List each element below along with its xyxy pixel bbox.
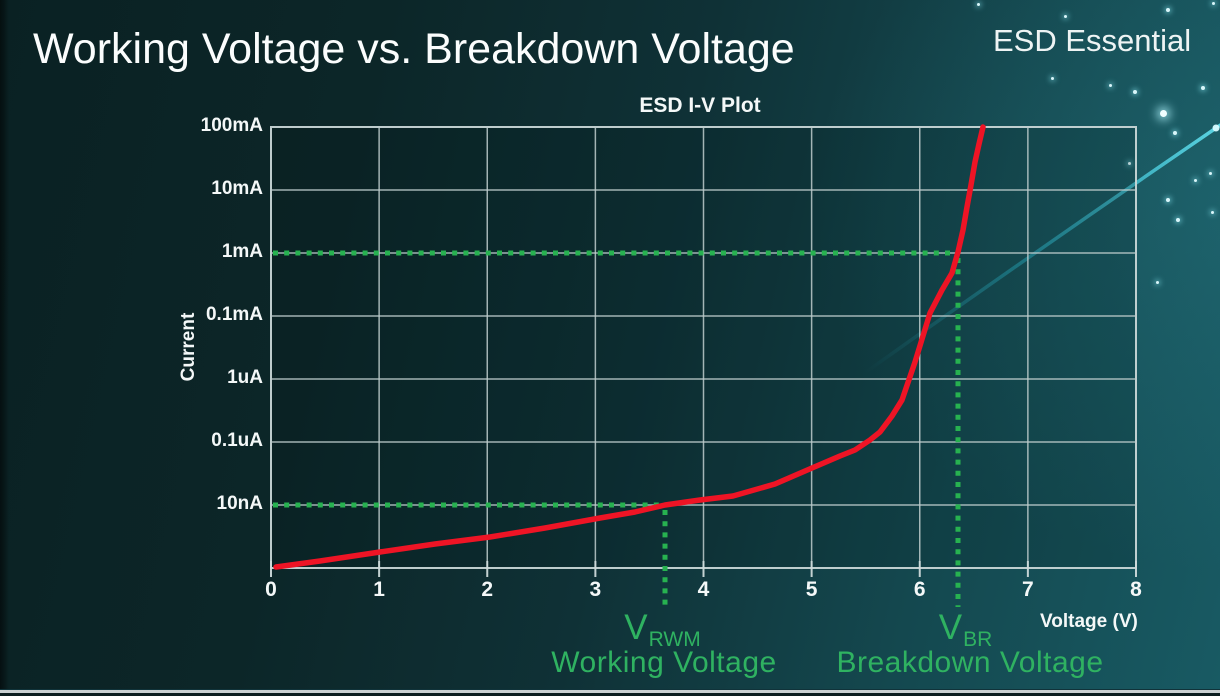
star-decor-icon	[1050, 76, 1054, 80]
vbr-subscript: BR	[963, 628, 993, 651]
y-tick-label: 10nA	[216, 493, 263, 514]
star-decor-icon	[1173, 131, 1177, 135]
vbr-symbol: V	[938, 608, 963, 647]
breakdown-voltage-caption: Breakdown Voltage	[836, 646, 1104, 679]
star-decor-icon	[1166, 198, 1170, 202]
star-decor-icon	[976, 2, 980, 6]
working-voltage-caption: Working Voltage	[551, 646, 777, 679]
swoosh-glow-dot-icon	[1212, 124, 1220, 132]
y-tick-label: 100mA	[200, 115, 263, 136]
star-decor-icon	[1210, 210, 1214, 214]
star-decor-icon	[1176, 218, 1180, 222]
star-decor-icon	[1127, 161, 1131, 165]
x-tick-label: 8	[1130, 578, 1142, 601]
vrwm-label: VRWM	[597, 608, 727, 651]
swoosh-line-icon	[864, 123, 1220, 374]
x-axis-title: Voltage (V)	[1040, 611, 1138, 632]
x-tick-label: 4	[697, 578, 710, 601]
star-decor-icon	[1133, 90, 1137, 94]
vrwm-symbol: V	[624, 608, 648, 647]
page-title: Working Voltage vs. Breakdown Voltage	[33, 25, 795, 73]
star-decor-icon	[1159, 109, 1167, 117]
x-tick-label: 3	[589, 578, 602, 601]
bottom-edge-bar	[0, 689, 1220, 696]
star-decor-icon	[1211, 1, 1215, 5]
watermark-text: ESD Essential	[993, 23, 1192, 58]
y-axis-labels: 100mA 10mA 1mA 0.1mA 1uA 0.1uA 10nA	[150, 0, 263, 696]
chart-title: ESD I-V Plot	[639, 94, 761, 117]
x-tick-label: 0	[265, 578, 277, 601]
x-tick-label: 5	[805, 578, 818, 601]
star-decor-icon	[1108, 83, 1112, 87]
y-tick-label: 10mA	[211, 178, 263, 199]
star-decor-icon	[1063, 14, 1067, 18]
star-decor-icon	[1166, 8, 1170, 12]
y-tick-label: 0.1uA	[211, 430, 263, 451]
star-decor-icon	[1201, 86, 1205, 90]
x-tick-label: 2	[481, 578, 494, 601]
x-tick-label: 7	[1022, 578, 1034, 601]
iv-curve	[273, 124, 986, 570]
y-tick-label: 1uA	[227, 367, 263, 388]
vrwm-subscript: RWM	[648, 628, 701, 651]
x-tick-label: 6	[913, 578, 926, 601]
y-tick-label: 0.1mA	[205, 304, 263, 325]
y-tick-label: 1mA	[221, 241, 263, 262]
star-decor-icon	[1193, 178, 1197, 182]
star-decor-icon	[1208, 171, 1212, 175]
x-tick-label: 1	[373, 578, 385, 601]
star-decor-icon	[1155, 280, 1159, 284]
vbr-label: VBR	[900, 608, 1030, 651]
